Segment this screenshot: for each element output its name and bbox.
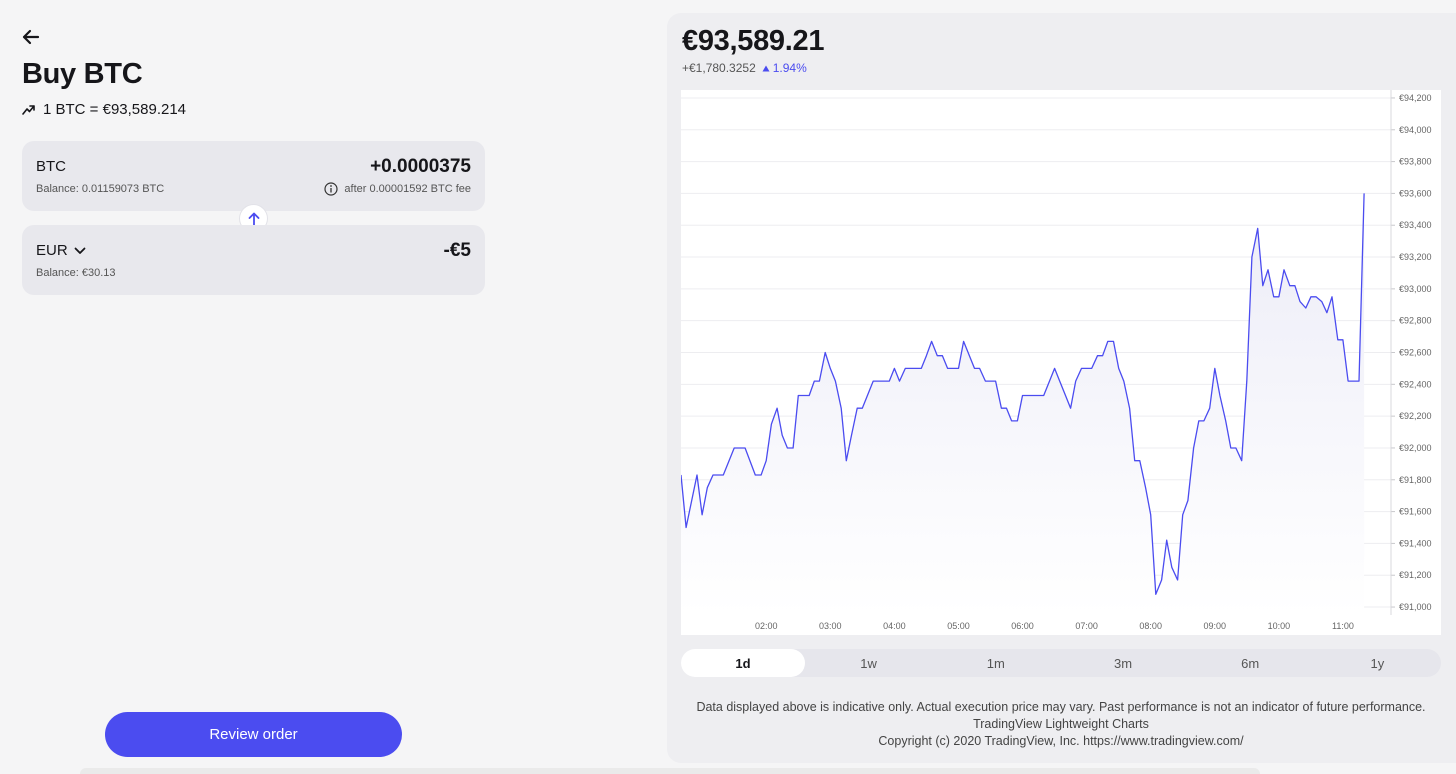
y-tick-label: €92,200: [1399, 411, 1432, 421]
currency-selector[interactable]: EUR: [36, 242, 86, 259]
range-tab-1w[interactable]: 1w: [860, 655, 877, 671]
to-asset-card[interactable]: EUR -€5 Balance: €30.13: [22, 225, 485, 295]
price-change: +€1,780.3252 1.94%: [682, 61, 807, 75]
bottom-sheet-edge: [80, 768, 1260, 774]
triangle-up-icon: [762, 65, 770, 71]
from-asset-card[interactable]: BTC +0.0000375 Balance: 0.01159073 BTC a…: [22, 141, 485, 211]
price-line: [681, 193, 1365, 595]
price-chart-svg[interactable]: €91,000 €91,200 €91,400 €91,600 €91,800 €92,0…: [681, 90, 1441, 635]
review-order-button[interactable]: Review order: [105, 712, 402, 757]
range-tab-3m[interactable]: 3m: [1113, 655, 1133, 671]
change-percent-value: 1.94%: [772, 61, 807, 75]
y-tick-label: €91,400: [1399, 538, 1432, 548]
price-chart[interactable]: €91,000 €91,200 €91,400 €91,600 €91,800 €92,0…: [681, 90, 1441, 635]
x-tick-label: 08:00: [1139, 621, 1162, 631]
y-tick-label: €92,400: [1399, 379, 1432, 389]
disclaimer-line: TradingView Lightweight Charts: [973, 717, 1149, 731]
from-balance: Balance: 0.01159073 BTC: [36, 183, 165, 195]
info-icon[interactable]: [324, 182, 339, 196]
y-tick-label: €92,800: [1399, 316, 1432, 326]
y-tick-label: €93,600: [1399, 188, 1432, 198]
fee-info: after 0.00001592 BTC fee: [324, 182, 471, 196]
back-arrow-icon[interactable]: [20, 26, 42, 48]
y-tick-label: €91,800: [1399, 475, 1432, 485]
x-tick-label: 07:00: [1075, 621, 1098, 631]
y-tick-label: €93,000: [1399, 284, 1432, 294]
y-tick-label: €92,000: [1399, 443, 1432, 453]
y-tick-label: €93,200: [1399, 252, 1432, 262]
x-tick-label: 09:00: [1204, 621, 1227, 631]
x-tick-label: 03:00: [819, 621, 842, 631]
current-price: €93,589.21: [682, 25, 825, 57]
currency-label: EUR: [36, 242, 68, 259]
x-tick-label: 05:00: [947, 621, 970, 631]
to-amount[interactable]: -€5: [443, 240, 471, 261]
range-tab-6m[interactable]: 6m: [1241, 655, 1260, 671]
x-tick-label: 06:00: [1011, 621, 1034, 631]
y-tick-label: €92,600: [1399, 348, 1432, 358]
x-tick-label: 10:00: [1268, 621, 1291, 631]
range-tab-1y[interactable]: 1y: [1370, 655, 1385, 671]
from-amount[interactable]: +0.0000375: [370, 156, 471, 177]
price-area: [681, 193, 1365, 615]
x-tick-label: 02:00: [755, 621, 778, 631]
range-tab-1m[interactable]: 1m: [986, 655, 1005, 671]
price-panel: €93,589.21 +€1,780.3252 1.94% €91,000 €91…: [667, 13, 1456, 763]
range-tab-1d[interactable]: 1d: [681, 649, 805, 677]
to-balance: Balance: €30.13: [36, 267, 116, 279]
disclaimer-line: Data displayed above is indicative only.…: [696, 700, 1426, 714]
disclaimer-line: Copyright (c) 2020 TradingView, Inc. htt…: [878, 734, 1244, 748]
chevron-down-icon: [74, 247, 86, 254]
change-percent: 1.94%: [762, 61, 807, 75]
arrow-up-icon: [248, 212, 259, 226]
y-tick-label: €94,000: [1399, 125, 1432, 135]
fee-text: after 0.00001592 BTC fee: [344, 183, 471, 195]
page-title: Buy BTC: [22, 58, 143, 90]
exchange-rate: 1 BTC = €93,589.214: [22, 101, 186, 118]
y-tick-label: €91,200: [1399, 570, 1432, 580]
order-form: Buy BTC 1 BTC = €93,589.214 BTC +0.00003…: [0, 0, 660, 774]
change-absolute: +€1,780.3252: [682, 61, 756, 75]
disclaimer: Data displayed above is indicative only.…: [681, 699, 1441, 750]
x-tick-label: 04:00: [883, 621, 906, 631]
exchange-rate-text: 1 BTC = €93,589.214: [43, 101, 187, 118]
y-tick-label: €93,400: [1399, 220, 1432, 230]
trending-up-icon: [22, 105, 35, 115]
y-tick-label: €94,200: [1399, 93, 1432, 103]
from-asset-label: BTC: [36, 158, 66, 175]
time-range-selector: 1d 1w 1m 3m 6m 1y: [681, 649, 1441, 677]
x-tick-label: 11:00: [1332, 621, 1354, 631]
y-tick-label: €91,000: [1399, 602, 1432, 612]
y-tick-label: €91,600: [1399, 507, 1432, 517]
y-tick-label: €93,800: [1399, 157, 1432, 167]
